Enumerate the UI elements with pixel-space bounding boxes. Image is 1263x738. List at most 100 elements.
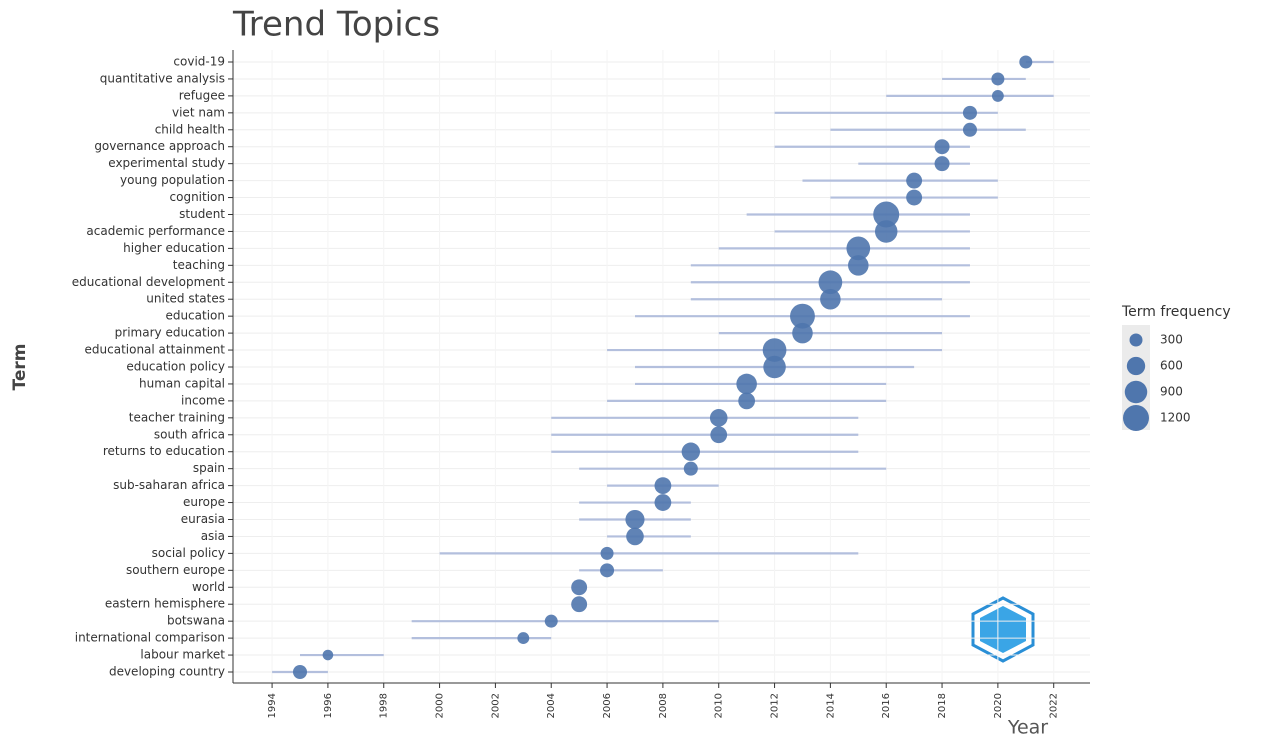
term-dot — [934, 156, 950, 172]
legend-dot — [1124, 380, 1148, 404]
y-tick-label: education — [165, 309, 225, 323]
term-dot — [292, 664, 308, 680]
term-dot — [962, 122, 977, 137]
y-tick-label: young population — [120, 173, 225, 187]
term-dot — [709, 409, 728, 427]
y-tick-label: refugee — [179, 88, 225, 102]
y-tick-label: spain — [193, 461, 225, 475]
legend-dot — [1129, 333, 1143, 347]
y-tick-label: teacher training — [129, 410, 225, 424]
x-tick-label: 1998 — [379, 693, 390, 718]
x-tick-label: 2018 — [937, 693, 948, 718]
legend-label: 900 — [1160, 385, 1183, 399]
term-dot — [991, 89, 1004, 102]
y-tick-label: europe — [183, 495, 225, 509]
term-dot — [873, 201, 900, 228]
y-tick-label: educational development — [72, 275, 226, 289]
x-tick-label: 2010 — [714, 693, 725, 718]
y-tick-label: teaching — [173, 258, 225, 272]
y-tick-label: south africa — [154, 427, 225, 441]
x-tick-label: 2012 — [770, 693, 781, 718]
x-tick-label: 2014 — [825, 693, 836, 718]
y-tick-label: eurasia — [181, 512, 225, 526]
term-dot — [517, 632, 530, 645]
y-tick-label: eastern hemisphere — [105, 597, 225, 611]
term-dot — [906, 172, 923, 189]
logo — [971, 596, 1035, 663]
term-dot — [625, 509, 645, 530]
term-dot — [820, 288, 841, 310]
term-dot — [654, 477, 672, 494]
y-tick-label: viet nam — [172, 105, 225, 119]
term-dot — [874, 220, 898, 243]
term-dot — [736, 373, 757, 395]
y-tick-label: higher education — [123, 241, 225, 255]
y-tick-label: sub-saharan africa — [113, 478, 225, 492]
chart-title: Trend Topics — [232, 5, 440, 45]
y-tick-label: developing country — [109, 665, 225, 679]
y-tick-label: botswana — [167, 614, 225, 628]
x-tick-label: 2022 — [1049, 693, 1060, 718]
term-dot — [991, 72, 1005, 86]
term-dot — [738, 392, 756, 410]
term-dot — [681, 442, 700, 461]
legend-dot — [1126, 356, 1146, 376]
legend-label: 300 — [1160, 333, 1183, 347]
y-tick-label: child health — [155, 122, 225, 136]
term-dot — [763, 355, 786, 379]
term-dot — [654, 494, 672, 511]
y-tick-label: student — [179, 207, 225, 221]
term-dot — [571, 596, 588, 613]
term-dot — [962, 105, 977, 120]
x-tick-label: 2020 — [993, 693, 1004, 718]
y-tick-label: governance approach — [94, 139, 225, 153]
y-tick-label: cognition — [170, 190, 225, 204]
y-tick-label: asia — [201, 529, 225, 543]
legend-label: 1200 — [1160, 411, 1191, 425]
x-tick-label: 1996 — [323, 693, 334, 718]
term-dot — [846, 236, 871, 261]
x-tick-label: 2000 — [435, 693, 446, 718]
x-tick-label: 2016 — [881, 693, 892, 718]
term-dot — [762, 338, 787, 362]
y-tick-label: united states — [146, 292, 225, 306]
term-dot — [792, 322, 813, 344]
y-axis-title: Term — [10, 344, 30, 391]
term-dot — [600, 546, 614, 560]
x-tick-label: 2008 — [658, 693, 669, 718]
y-tick-label: quantitative analysis — [100, 71, 225, 85]
y-tick-label: labour market — [140, 648, 225, 662]
term-dot — [571, 579, 588, 596]
term-dot — [322, 649, 334, 661]
y-tick-label: income — [181, 393, 225, 407]
legend-dot — [1123, 405, 1149, 431]
x-tick-label: 2002 — [490, 693, 501, 718]
term-dot — [848, 255, 869, 276]
term-dot — [683, 461, 698, 476]
y-tick-label: primary education — [115, 326, 225, 340]
legend-title: Term frequency — [1121, 304, 1231, 320]
x-tick-label: 2004 — [546, 693, 557, 718]
y-tick-label: academic performance — [86, 224, 225, 238]
y-tick-label: world — [192, 580, 225, 594]
y-tick-label: educational attainment — [85, 343, 226, 357]
y-tick-label: southern europe — [126, 563, 225, 577]
term-dot — [600, 563, 615, 578]
y-tick-label: returns to education — [103, 444, 225, 458]
term-dot — [544, 614, 558, 628]
term-dot — [710, 426, 728, 444]
term-dot — [818, 270, 843, 295]
term-dot — [906, 189, 923, 206]
y-tick-label: experimental study — [108, 156, 225, 170]
x-axis-title: Year — [1007, 717, 1048, 738]
y-tick-label: education policy — [126, 360, 225, 374]
y-tick-label: human capital — [139, 376, 225, 390]
x-tick-label: 2006 — [602, 693, 613, 718]
term-dot — [626, 527, 644, 546]
x-tick-label: 1994 — [267, 693, 278, 718]
legend-label: 600 — [1160, 359, 1183, 373]
y-tick-label: international comparison — [75, 631, 225, 645]
term-dot — [790, 303, 815, 329]
y-tick-label: covid-19 — [173, 55, 225, 69]
